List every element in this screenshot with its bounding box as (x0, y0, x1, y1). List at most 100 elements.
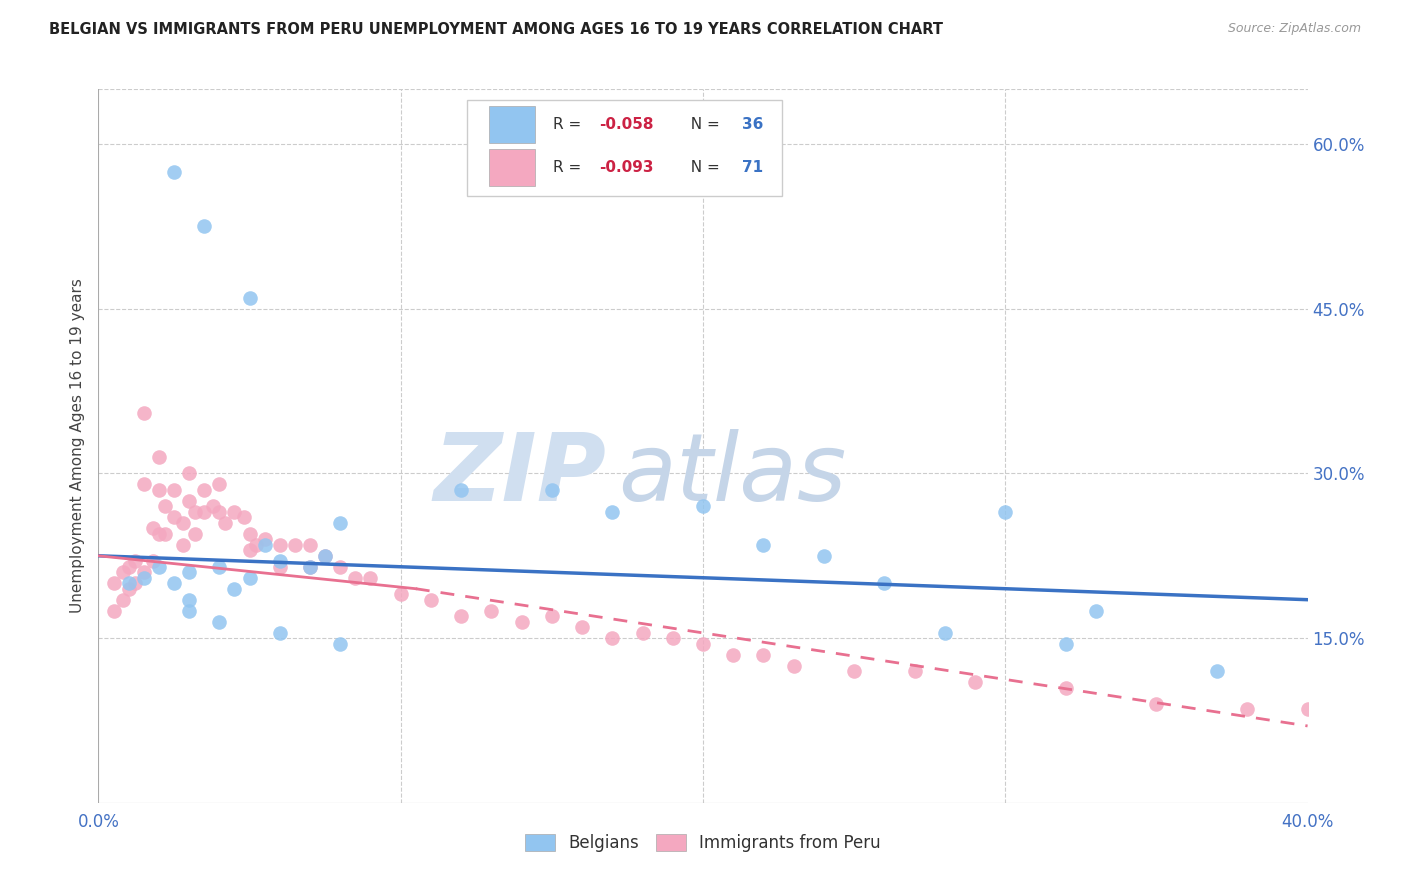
Point (692, 637, 714, 651)
Text: -0.058: -0.058 (599, 118, 654, 132)
Point (299, 559, 322, 574)
Point (269, 625, 291, 640)
Point (184, 526, 207, 541)
Point (111, 566, 134, 580)
Point (118, 559, 141, 574)
Point (253, 533, 276, 547)
Point (873, 576, 896, 591)
Point (172, 516, 194, 530)
Point (360, 571, 382, 585)
Point (253, 538, 276, 552)
Point (329, 516, 352, 530)
Text: N =: N = (682, 118, 725, 132)
Point (420, 592, 443, 607)
Text: 36: 36 (742, 118, 763, 132)
Point (540, 483, 562, 497)
Point (163, 483, 186, 497)
Point (132, 571, 155, 585)
Point (904, 664, 927, 678)
Point (202, 500, 225, 514)
Point (148, 483, 170, 497)
Text: BELGIAN VS IMMIGRANTS FROM PERU UNEMPLOYMENT AMONG AGES 16 TO 19 YEARS CORRELATI: BELGIAN VS IMMIGRANTS FROM PERU UNEMPLOY… (49, 22, 943, 37)
Legend: Belgians, Immigrants from Peru: Belgians, Immigrants from Peru (519, 827, 887, 859)
Point (783, 658, 806, 673)
Point (965, 675, 987, 690)
Point (540, 609, 562, 624)
Point (153, 526, 176, 541)
Point (329, 637, 352, 651)
Point (148, 559, 170, 574)
Point (224, 582, 246, 596)
Text: R =: R = (553, 118, 586, 132)
Point (208, 559, 231, 574)
Point (344, 571, 367, 585)
Point (208, 615, 231, 629)
Point (193, 505, 215, 519)
Point (692, 500, 714, 514)
Point (269, 538, 291, 552)
Point (481, 604, 503, 618)
Point (239, 291, 262, 305)
Text: -0.093: -0.093 (599, 161, 654, 175)
Point (214, 516, 236, 530)
Point (239, 571, 262, 585)
Point (208, 505, 231, 519)
Point (299, 538, 322, 552)
Text: 71: 71 (742, 161, 763, 175)
Point (124, 554, 146, 568)
Text: N =: N = (682, 161, 725, 175)
Point (269, 554, 291, 568)
Point (661, 631, 683, 645)
Point (239, 526, 262, 541)
Point (124, 576, 146, 591)
Point (813, 549, 835, 563)
Point (224, 505, 246, 519)
Text: R =: R = (553, 161, 586, 175)
Point (163, 164, 186, 178)
Point (752, 538, 775, 552)
Point (142, 554, 165, 568)
Point (239, 543, 262, 558)
Text: atlas: atlas (619, 429, 846, 520)
Point (1236, 702, 1258, 716)
Point (284, 538, 307, 552)
Text: ZIP: ZIP (433, 428, 606, 521)
Point (844, 664, 866, 678)
Point (163, 510, 186, 524)
Point (179, 604, 201, 618)
Point (245, 538, 267, 552)
Text: Source: ZipAtlas.com: Source: ZipAtlas.com (1227, 22, 1361, 36)
Point (1144, 697, 1167, 711)
Point (172, 538, 194, 552)
FancyBboxPatch shape (489, 149, 534, 186)
Point (752, 648, 775, 662)
Point (179, 467, 201, 481)
Point (602, 631, 624, 645)
Point (1054, 637, 1077, 651)
Point (193, 483, 215, 497)
Point (132, 477, 155, 491)
Point (1296, 702, 1319, 716)
Point (179, 566, 201, 580)
Point (994, 505, 1017, 519)
Point (314, 549, 336, 563)
Point (602, 505, 624, 519)
Point (208, 477, 231, 491)
Point (132, 566, 155, 580)
Point (314, 549, 336, 563)
Point (631, 625, 654, 640)
Point (1357, 714, 1379, 728)
Point (232, 510, 254, 524)
Point (934, 625, 956, 640)
Point (1206, 664, 1229, 678)
Point (193, 219, 215, 234)
Point (299, 559, 322, 574)
Point (163, 576, 186, 591)
Point (269, 559, 291, 574)
Point (329, 559, 352, 574)
Point (142, 521, 165, 535)
Point (571, 620, 593, 634)
Point (179, 494, 201, 508)
Point (148, 450, 170, 464)
Point (1054, 681, 1077, 695)
